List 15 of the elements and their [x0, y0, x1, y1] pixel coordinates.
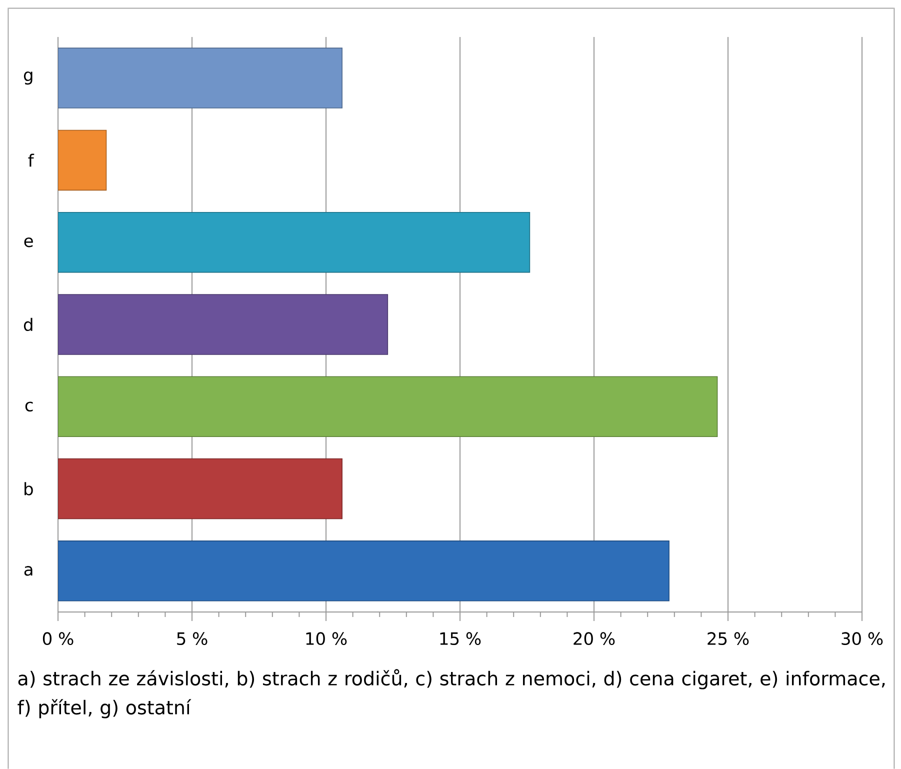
x-tick-label: 5 %: [177, 632, 208, 646]
x-tick-label: 20 %: [574, 632, 615, 646]
y-tick-label: a: [24, 566, 32, 576]
x-tick-label: 15 %: [440, 632, 481, 646]
x-tick-label: 0 %: [42, 632, 74, 646]
y-tick-label: g: [24, 72, 32, 85]
y-tick-label: d: [24, 318, 32, 332]
x-tick-label: 10 %: [306, 632, 347, 646]
x-tick-label: 30 %: [842, 632, 883, 646]
x-tick-label: 25 %: [708, 632, 749, 646]
y-tick-label: b: [24, 482, 33, 496]
y-tick-label: c: [25, 402, 33, 412]
y-tick-label: e: [24, 237, 33, 248]
y-tick-label: f: [28, 154, 34, 167]
text: a) strach ze závislosti, b) strach z rodičů, c) strach z nemoci, d) cena cigaret, e) informace, f) přítel, g) ostatní: [18, 669, 885, 718]
